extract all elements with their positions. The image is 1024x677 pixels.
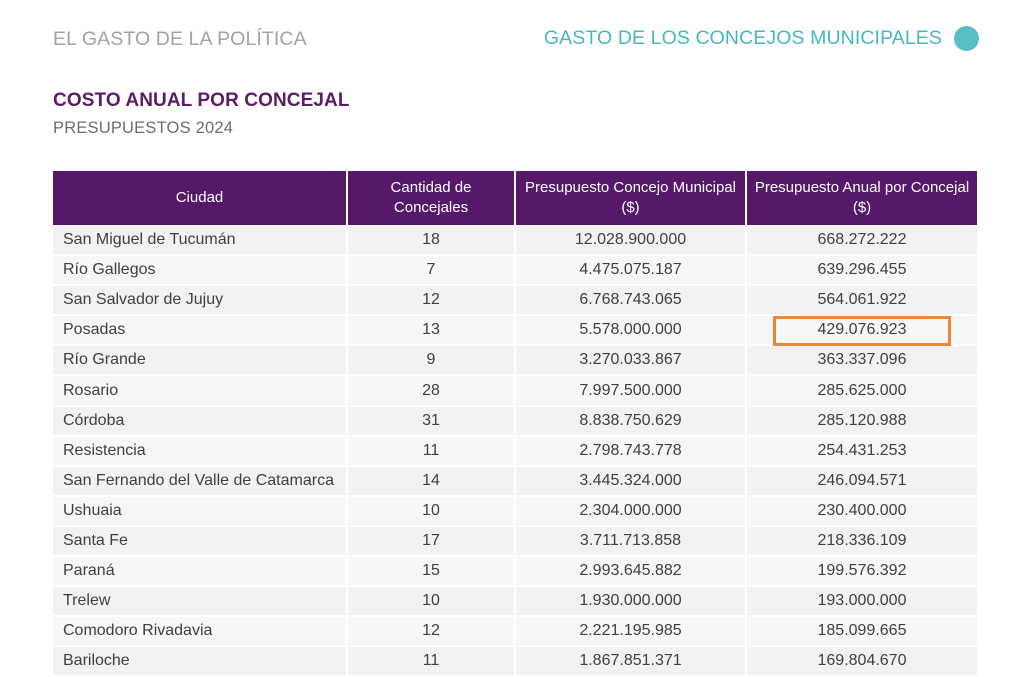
- cell-councilors: 12: [347, 616, 516, 648]
- table-row: Bariloche 11 1.867.851.371 169.804.670: [53, 646, 977, 677]
- cell-councilors: 10: [347, 586, 516, 618]
- cell-city: Ushuaia: [53, 495, 348, 527]
- cell-per-councilor: 199.576.392: [746, 556, 977, 588]
- cell-councilors: 18: [347, 225, 516, 257]
- cell-per-councilor: 193.000.000: [746, 586, 977, 618]
- table-row: San Miguel de Tucumán 18 12.028.900.000 668…: [53, 225, 977, 257]
- table-row: San Salvador de Jujuy 12 6.768.743.065 564.…: [53, 285, 977, 317]
- table-row: Paraná 15 2.993.645.882 199.576.392: [53, 556, 977, 588]
- cell-councilors: 11: [347, 646, 516, 677]
- cell-city: Río Grande: [53, 345, 348, 377]
- cell-per-councilor: 230.400.000: [746, 495, 977, 527]
- cell-city: Trelew: [53, 586, 348, 618]
- table-row: Posadas 13 5.578.000.000 429.076.923: [53, 315, 977, 347]
- cell-councilors: 13: [347, 315, 516, 347]
- cell-budget: 2.798.743.778: [515, 435, 747, 467]
- cell-per-councilor: 429.076.923: [746, 315, 977, 347]
- table-header-row: Ciudad Cantidad de Concejales Presupuest…: [53, 171, 977, 225]
- table-row: Río Grande 9 3.270.033.867 363.337.096: [53, 345, 977, 377]
- cell-councilors: 31: [347, 405, 516, 437]
- cost-per-councilor-table: Ciudad Cantidad de Concejales Presupuest…: [53, 171, 977, 677]
- cell-per-councilor: 639.296.455: [746, 255, 977, 287]
- cell-per-councilor: 254.431.253: [746, 435, 977, 467]
- cell-city: Posadas: [53, 315, 348, 347]
- cell-budget: 1.930.000.000: [515, 586, 747, 618]
- cell-city: Paraná: [53, 556, 348, 588]
- cell-per-councilor: 363.337.096: [746, 345, 977, 377]
- cell-city: San Fernando del Valle de Catamarca: [53, 465, 348, 497]
- page-subtitle: PRESUPUESTOS 2024: [53, 119, 234, 137]
- circle-dot-icon: [954, 26, 979, 51]
- cell-budget: 5.578.000.000: [515, 315, 747, 347]
- cell-councilors: 14: [347, 465, 516, 497]
- cell-per-councilor: 285.625.000: [746, 375, 977, 407]
- cell-per-councilor: 185.099.665: [746, 616, 977, 648]
- cell-budget: 6.768.743.065: [515, 285, 747, 317]
- table-row: Resistencia 11 2.798.743.778 254.431.253: [53, 435, 977, 467]
- cell-councilors: 11: [347, 435, 516, 467]
- page-header: EL GASTO DE LA POLÍTICA GASTO DE LOS CON…: [53, 26, 979, 54]
- cell-councilors: 17: [347, 525, 516, 558]
- cell-per-councilor: 169.804.670: [746, 646, 977, 677]
- title-block: COSTO ANUAL POR CONCEJAL PRESUPUESTOS 20…: [53, 90, 350, 138]
- cell-city: Comodoro Rivadavia: [53, 616, 348, 648]
- cell-councilors: 10: [347, 495, 516, 527]
- cell-councilors: 15: [347, 556, 516, 588]
- cell-per-councilor: 668.272.222: [746, 225, 977, 257]
- cell-city: Bariloche: [53, 646, 348, 677]
- cell-per-councilor: 218.336.109: [746, 525, 977, 558]
- cell-city: San Salvador de Jujuy: [53, 285, 348, 317]
- cell-city: Río Gallegos: [53, 255, 348, 287]
- column-header-councilors: Cantidad de Concejales: [347, 171, 516, 225]
- cell-budget: 12.028.900.000: [515, 225, 747, 257]
- cell-budget: 2.221.195.985: [515, 616, 747, 648]
- cell-budget: 8.838.750.629: [515, 405, 747, 437]
- table-row: San Fernando del Valle de Catamarca 14 3.4…: [53, 465, 977, 497]
- cell-city: Santa Fe: [53, 525, 348, 558]
- cell-per-councilor: 246.094.571: [746, 465, 977, 497]
- subsection-header: GASTO DE LOS CONCEJOS MUNICIPALES: [544, 26, 979, 51]
- table-row: Ushuaia 10 2.304.000.000 230.400.000: [53, 495, 977, 527]
- data-table-container: Ciudad Cantidad de Concejales Presupuest…: [53, 171, 977, 677]
- cell-budget: 3.445.324.000: [515, 465, 747, 497]
- cell-city: Córdoba: [53, 405, 348, 437]
- table-row: Trelew 10 1.930.000.000 193.000.000: [53, 586, 977, 618]
- table-row: Río Gallegos 7 4.475.075.187 639.296.455: [53, 255, 977, 287]
- cell-budget: 2.993.645.882: [515, 556, 747, 588]
- cell-budget: 4.475.075.187: [515, 255, 747, 287]
- table-body: San Miguel de Tucumán 18 12.028.900.000 668…: [53, 225, 977, 677]
- cell-city: Rosario: [53, 375, 348, 407]
- cell-city: Resistencia: [53, 435, 348, 467]
- subsection-title: GASTO DE LOS CONCEJOS MUNICIPALES: [543, 27, 942, 49]
- cell-budget: 3.270.033.867: [515, 345, 747, 377]
- table-row: Comodoro Rivadavia 12 2.221.195.985 185.099…: [53, 616, 977, 648]
- cell-budget: 7.997.500.000: [515, 375, 747, 407]
- column-header-budget: Presupuesto Concejo Municipal ($): [515, 171, 747, 225]
- cell-budget: 2.304.000.000: [515, 495, 747, 527]
- section-title: EL GASTO DE LA POLÍTICA: [53, 28, 307, 50]
- column-header-per-councilor: Presupuesto Anual por Concejal ($): [746, 171, 977, 225]
- highlight-box: 429.076.923: [772, 315, 952, 346]
- cell-city: San Miguel de Tucumán: [53, 225, 348, 257]
- page-title: COSTO ANUAL POR CONCEJAL: [53, 90, 350, 111]
- cell-councilors: 7: [347, 255, 516, 287]
- cell-budget: 1.867.851.371: [515, 646, 747, 677]
- table-row: Santa Fe 17 3.711.713.858 218.336.109: [53, 525, 977, 558]
- column-header-city: Ciudad: [53, 171, 348, 225]
- table-row: Córdoba 31 8.838.750.629 285.120.988: [53, 405, 977, 437]
- cell-councilors: 28: [347, 375, 516, 407]
- cell-per-councilor: 564.061.922: [746, 285, 977, 317]
- table-row: Rosario 28 7.997.500.000 285.625.000: [53, 375, 977, 407]
- cell-councilors: 9: [347, 345, 516, 377]
- cell-councilors: 12: [347, 285, 516, 317]
- cell-per-councilor: 285.120.988: [746, 405, 977, 437]
- cell-budget: 3.711.713.858: [515, 525, 747, 558]
